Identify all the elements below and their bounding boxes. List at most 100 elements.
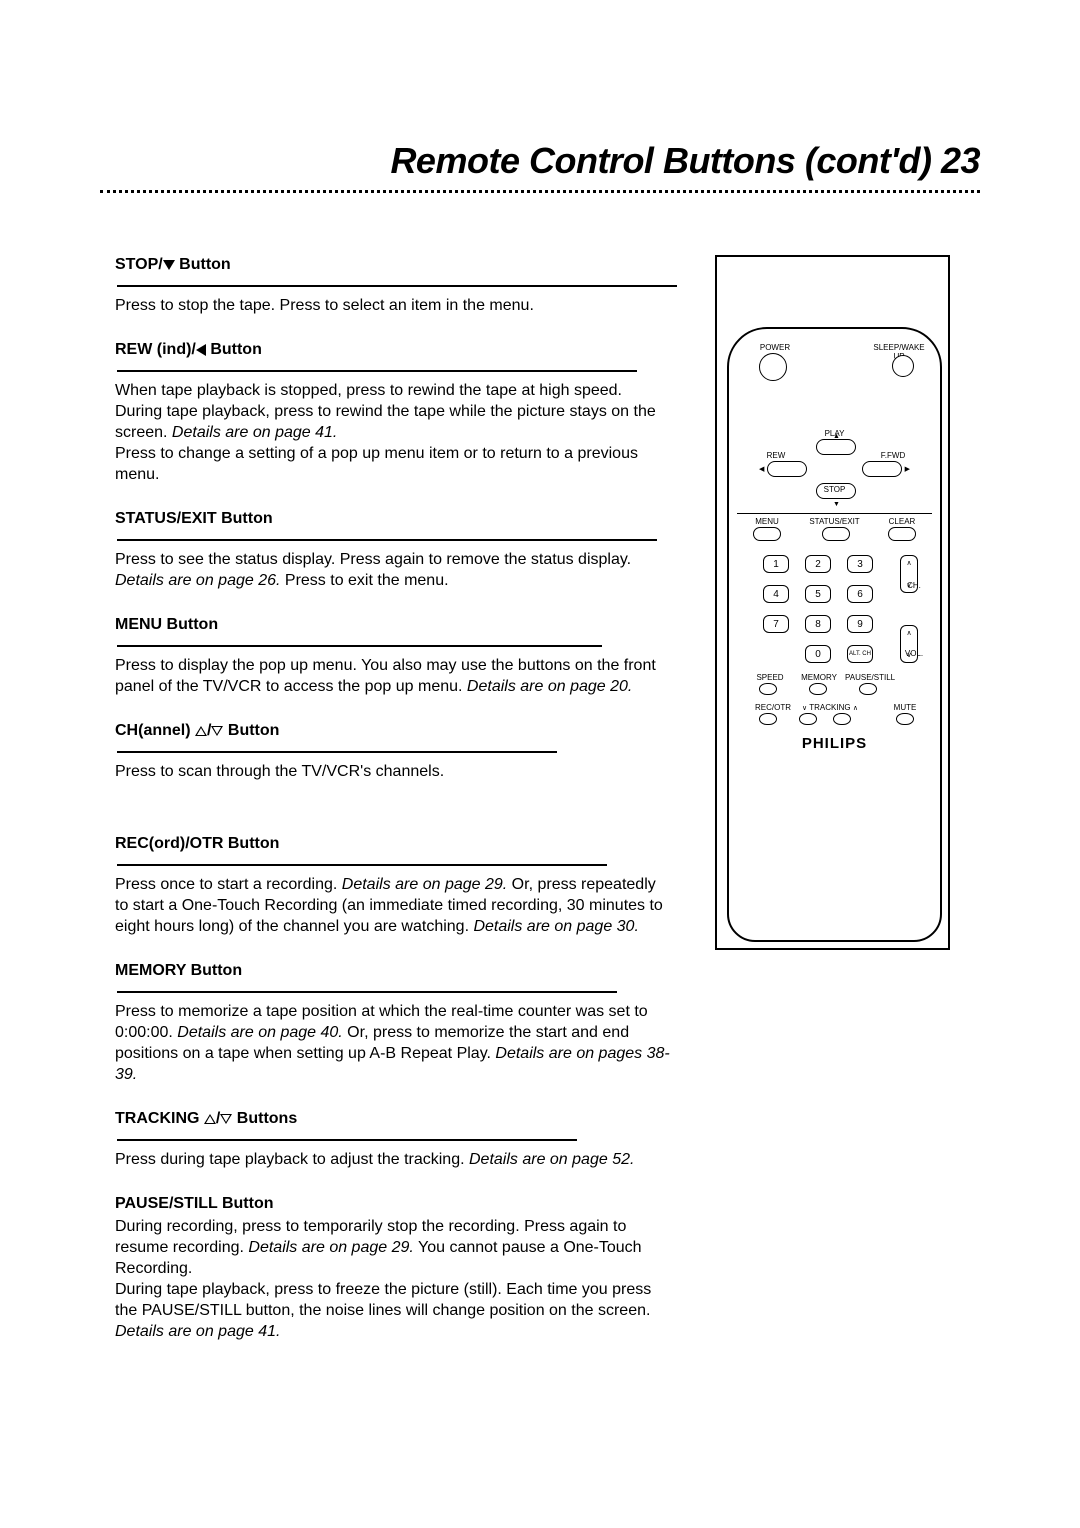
digit-9-button[interactable]: 9 [847, 615, 873, 633]
label-memory: MEMORY [799, 673, 839, 682]
triangle-down-icon [163, 260, 175, 270]
section-menu: MENU Button Press to display the pop up … [115, 615, 670, 697]
triangle-down-outline-icon [220, 1114, 232, 1124]
page-header: Remote Control Buttons (cont'd) 23 [390, 140, 980, 182]
memory-button[interactable] [809, 683, 827, 695]
remote-inner: POWER SLEEP/WAKE UP PLAY REW F.FWD STOP … [737, 337, 932, 932]
body-column: STOP/ Button Press to stop the tape. Pre… [115, 255, 670, 1366]
heading-menu: MENU Button [115, 615, 218, 635]
triangle-up-outline-icon [204, 1114, 216, 1124]
heading-rew: REW (ind)/ Button [115, 340, 262, 360]
ffwd-button[interactable] [862, 461, 902, 477]
heading-text: Buttons [232, 1110, 297, 1127]
leader-line [117, 991, 617, 993]
title-text: Remote Control Buttons (cont'd) [390, 140, 931, 181]
tracking-down-button[interactable] [799, 713, 817, 725]
section-channel: CH(annel) / Button Press to scan through… [115, 721, 670, 782]
label-ffwd: F.FWD [876, 451, 910, 460]
heading-text: TRACKING [115, 1110, 204, 1127]
label-clear: CLEAR [887, 517, 917, 526]
triangle-up-outline-icon [195, 726, 207, 736]
label-power: POWER [755, 343, 795, 352]
label-rew: REW [761, 451, 791, 460]
remote-frame: POWER SLEEP/WAKE UP PLAY REW F.FWD STOP … [715, 255, 950, 950]
tracking-up-button[interactable] [833, 713, 851, 725]
heading-text: STOP/ [115, 256, 163, 273]
heading-text: STATUS/EXIT Button [115, 510, 273, 527]
label-mute: MUTE [892, 703, 918, 712]
section-rew: REW (ind)/ Button When tape playback is … [115, 340, 670, 485]
section-rec: REC(ord)/OTR Button Press once to start … [115, 834, 670, 937]
remote-body: POWER SLEEP/WAKE UP PLAY REW F.FWD STOP … [727, 327, 942, 942]
brand-label: PHILIPS [737, 735, 932, 752]
body-channel: Press to scan through the TV/VCR's chann… [115, 761, 670, 782]
sleep-button[interactable] [892, 355, 914, 377]
label-recotr: REC/OTR [755, 703, 789, 712]
label-vol: VOL. [902, 649, 926, 658]
label-tracking: ∨ TRACKING ∧ [801, 703, 859, 712]
digit-2-button[interactable]: 2 [805, 555, 831, 573]
mute-button[interactable] [896, 713, 914, 725]
digit-0-button[interactable]: 0 [805, 645, 831, 663]
leader-line [117, 539, 657, 541]
heading-text: MEMORY Button [115, 962, 242, 979]
heading-stop: STOP/ Button [115, 255, 231, 275]
heading-pause: PAUSE/STILL Button [115, 1194, 274, 1214]
section-stop: STOP/ Button Press to stop the tape. Pre… [115, 255, 670, 316]
heading-tracking: TRACKING / Buttons [115, 1109, 297, 1129]
leader-line [117, 370, 637, 372]
speed-button[interactable] [759, 683, 777, 695]
heading-text: CH(annel) [115, 722, 195, 739]
body-memory: Press to memorize a tape position at whi… [115, 1001, 670, 1085]
body-rec: Press once to start a recording. Details… [115, 874, 670, 937]
manual-page: Remote Control Buttons (cont'd) 23 STOP/… [0, 0, 1080, 1528]
heading-text: PAUSE/STILL Button [115, 1195, 274, 1212]
section-status: STATUS/EXIT Button Press to see the stat… [115, 509, 670, 591]
power-button[interactable] [759, 353, 787, 381]
pause-still-button[interactable] [859, 683, 877, 695]
body-stop: Press to stop the tape. Press to select … [115, 295, 670, 316]
heading-rec: REC(ord)/OTR Button [115, 834, 279, 854]
heading-text: Button [206, 341, 262, 358]
label-ch: CH. [904, 581, 924, 590]
digit-8-button[interactable]: 8 [805, 615, 831, 633]
section-memory: MEMORY Button Press to memorize a tape p… [115, 961, 670, 1085]
heading-text: REW (ind)/ [115, 341, 196, 358]
heading-text: MENU Button [115, 616, 218, 633]
status-exit-button[interactable] [822, 527, 850, 541]
menu-button[interactable] [753, 527, 781, 541]
digit-6-button[interactable]: 6 [847, 585, 873, 603]
section-pause: PAUSE/STILL Button During recording, pre… [115, 1194, 670, 1342]
page-number: 23 [941, 140, 980, 181]
digit-1-button[interactable]: 1 [763, 555, 789, 573]
body-status: Press to see the status display. Press a… [115, 549, 670, 591]
rew-button[interactable] [767, 461, 807, 477]
digit-5-button[interactable]: 5 [805, 585, 831, 603]
heading-status: STATUS/EXIT Button [115, 509, 273, 529]
label-pause: PAUSE/STILL [845, 673, 895, 682]
clear-button[interactable] [888, 527, 916, 541]
leader-line [117, 751, 557, 753]
triangle-down-outline-icon [211, 726, 223, 736]
label-stop: STOP [737, 485, 932, 494]
heading-memory: MEMORY Button [115, 961, 242, 981]
leader-line [117, 1139, 577, 1141]
digit-4-button[interactable]: 4 [763, 585, 789, 603]
label-speed: SPEED [755, 673, 785, 682]
altch-button[interactable]: ALT. CH [847, 645, 873, 663]
heading-channel: CH(annel) / Button [115, 721, 279, 741]
body-menu: Press to display the pop up menu. You al… [115, 655, 670, 697]
leader-line [117, 864, 607, 866]
dotted-rule [100, 190, 980, 193]
section-tracking: TRACKING / Buttons Press during tape pla… [115, 1109, 670, 1170]
leader-line [117, 285, 677, 287]
heading-text: REC(ord)/OTR Button [115, 835, 279, 852]
heading-text: Button [175, 256, 231, 273]
play-button[interactable] [816, 439, 856, 455]
leader-line [117, 645, 602, 647]
digit-3-button[interactable]: 3 [847, 555, 873, 573]
heading-text: Button [223, 722, 279, 739]
rec-otr-button[interactable] [759, 713, 777, 725]
body-tracking: Press during tape playback to adjust the… [115, 1149, 670, 1170]
digit-7-button[interactable]: 7 [763, 615, 789, 633]
